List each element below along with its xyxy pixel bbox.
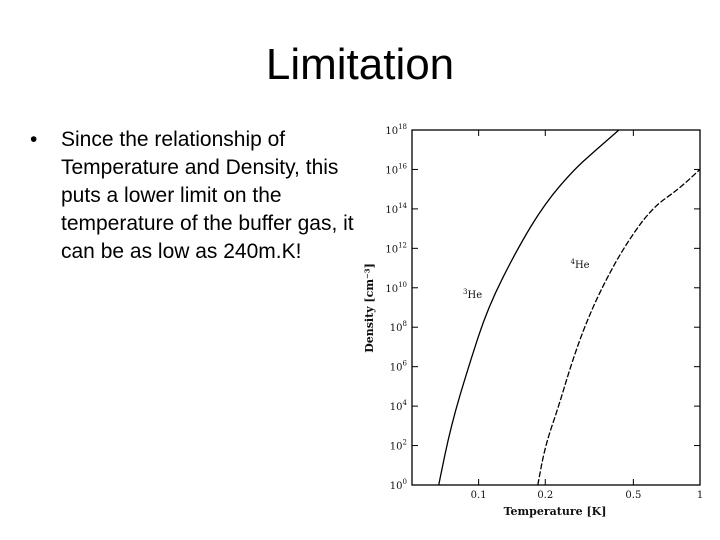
- y-tick-label: 102: [390, 439, 407, 453]
- x-tick-label: 1: [697, 490, 703, 501]
- series-line-1: [538, 169, 700, 485]
- x-tick-label: 0.2: [537, 490, 553, 501]
- x-axis-ticks: 0.1 0.2 0.5 1: [471, 130, 703, 501]
- y-axis-ticks: 100 102 104 106 108 1010 1012 1014 1016 1018: [385, 123, 700, 492]
- series-line-0: [439, 130, 619, 485]
- bullet-glyph: •: [30, 128, 38, 151]
- x-tick-label: 0.5: [625, 490, 641, 501]
- y-tick-label: 100: [390, 478, 407, 492]
- x-axis-label: Temperature [K]: [504, 505, 607, 518]
- bullet-list: • Since the relationship of Temperature …: [30, 126, 355, 266]
- bullet-text: Since the relationship of Temperature an…: [61, 128, 354, 263]
- series-label-0: 3He: [463, 288, 482, 301]
- y-tick-label: 1018: [385, 123, 407, 137]
- slide-title: Limitation: [265, 40, 455, 89]
- y-tick-label: 1012: [385, 241, 407, 255]
- series-label-1: 4He: [570, 258, 589, 271]
- y-axis-label: Density [cm⁻³]: [363, 263, 376, 353]
- series-group: 3He 4He: [439, 130, 700, 485]
- y-tick-label: 1016: [385, 162, 407, 176]
- x-tick-label: 0.1: [471, 490, 487, 501]
- y-tick-label: 1014: [385, 202, 407, 216]
- bullet-item: • Since the relationship of Temperature …: [30, 126, 355, 266]
- y-tick-label: 106: [390, 360, 408, 374]
- y-tick-label: 1010: [385, 281, 407, 295]
- y-tick-label: 108: [390, 320, 407, 334]
- y-tick-label: 104: [390, 399, 408, 413]
- plot-frame: [411, 129, 701, 486]
